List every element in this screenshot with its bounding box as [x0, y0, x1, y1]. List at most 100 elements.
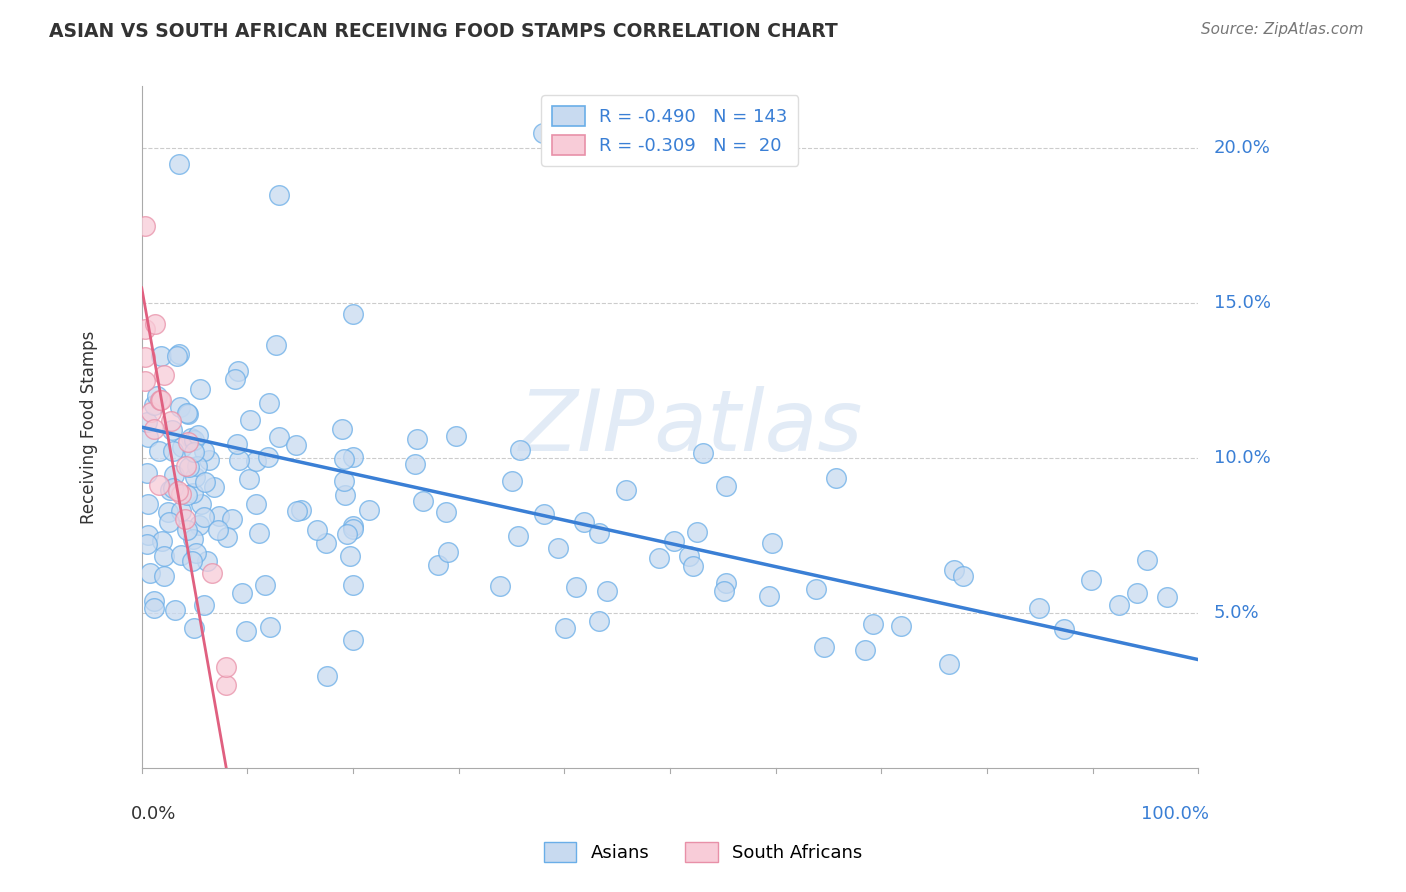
Point: [136, 466, 159, 480]
Point: [588, 526, 610, 541]
Point: [153, 569, 176, 583]
Point: [157, 505, 180, 519]
Point: [136, 415, 159, 429]
Point: [256, 450, 278, 465]
Point: [157, 516, 180, 530]
Text: 100.0%: 100.0%: [1140, 805, 1209, 823]
Point: [139, 566, 162, 580]
Text: Source: ZipAtlas.com: Source: ZipAtlas.com: [1201, 22, 1364, 37]
Point: [238, 472, 260, 486]
Point: [162, 481, 184, 495]
Point: [193, 444, 215, 458]
Legend: R = -0.490   N = 143, R = -0.309   N =  20: R = -0.490 N = 143, R = -0.309 N = 20: [541, 95, 799, 166]
Point: [184, 470, 207, 484]
Point: [188, 382, 211, 396]
Point: [714, 576, 737, 591]
Point: [193, 475, 215, 490]
Point: [181, 533, 204, 547]
Point: [169, 401, 191, 415]
Point: [264, 338, 287, 352]
Point: [215, 530, 238, 544]
Point: [489, 579, 512, 593]
Point: [159, 483, 181, 497]
Point: [342, 307, 364, 321]
Point: [239, 413, 262, 427]
Point: [198, 453, 221, 467]
Point: [170, 504, 193, 518]
Point: [758, 589, 780, 603]
Point: [647, 550, 669, 565]
Point: [412, 494, 434, 508]
Point: [333, 451, 356, 466]
Point: [224, 371, 246, 385]
Point: [596, 584, 619, 599]
Point: [614, 483, 637, 498]
Point: [342, 518, 364, 533]
Point: [150, 392, 173, 407]
Point: [134, 219, 156, 233]
Point: [501, 474, 523, 488]
Point: [181, 554, 204, 568]
Point: [426, 558, 449, 572]
Point: [269, 430, 291, 444]
Point: [134, 375, 156, 389]
Point: [1108, 598, 1130, 612]
Point: [686, 525, 709, 540]
Point: [259, 620, 281, 634]
Point: [437, 545, 460, 559]
Point: [761, 536, 783, 550]
Point: [404, 457, 426, 471]
Point: [287, 504, 309, 518]
Point: [160, 423, 183, 437]
Point: [254, 578, 277, 592]
Text: 5.0%: 5.0%: [1213, 604, 1260, 622]
Point: [1126, 586, 1149, 600]
Point: [174, 458, 197, 473]
Point: [176, 406, 198, 420]
Point: [183, 445, 205, 459]
Point: [284, 438, 307, 452]
Point: [342, 633, 364, 648]
Point: [142, 601, 165, 615]
Point: [160, 414, 183, 428]
Point: [531, 126, 554, 140]
Point: [804, 582, 827, 596]
Point: [316, 669, 339, 683]
Point: [136, 537, 159, 551]
Point: [202, 480, 225, 494]
Point: [1053, 622, 1076, 636]
Point: [136, 528, 159, 542]
Point: [136, 430, 159, 444]
Point: [162, 443, 184, 458]
Point: [247, 526, 270, 541]
Point: [142, 594, 165, 608]
Point: [150, 349, 173, 363]
Point: [177, 408, 200, 422]
Point: [177, 434, 200, 449]
Point: [143, 422, 166, 436]
Point: [149, 393, 172, 408]
Point: [195, 554, 218, 568]
Point: [682, 559, 704, 574]
Point: [813, 640, 835, 654]
Text: 0.0%: 0.0%: [131, 805, 177, 823]
Point: [169, 487, 191, 501]
Point: [193, 598, 215, 612]
Point: [692, 446, 714, 460]
Point: [153, 549, 176, 563]
Text: ZIPatlas: ZIPatlas: [519, 385, 863, 468]
Point: [305, 523, 328, 537]
Text: 10.0%: 10.0%: [1213, 450, 1271, 467]
Point: [547, 541, 569, 555]
Point: [150, 534, 173, 549]
Point: [226, 364, 249, 378]
Point: [167, 483, 190, 498]
Point: [339, 549, 361, 563]
Point: [862, 617, 884, 632]
Point: [359, 503, 381, 517]
Point: [1028, 601, 1050, 615]
Point: [1136, 553, 1159, 567]
Point: [333, 488, 356, 502]
Text: 15.0%: 15.0%: [1213, 294, 1271, 312]
Point: [208, 508, 231, 523]
